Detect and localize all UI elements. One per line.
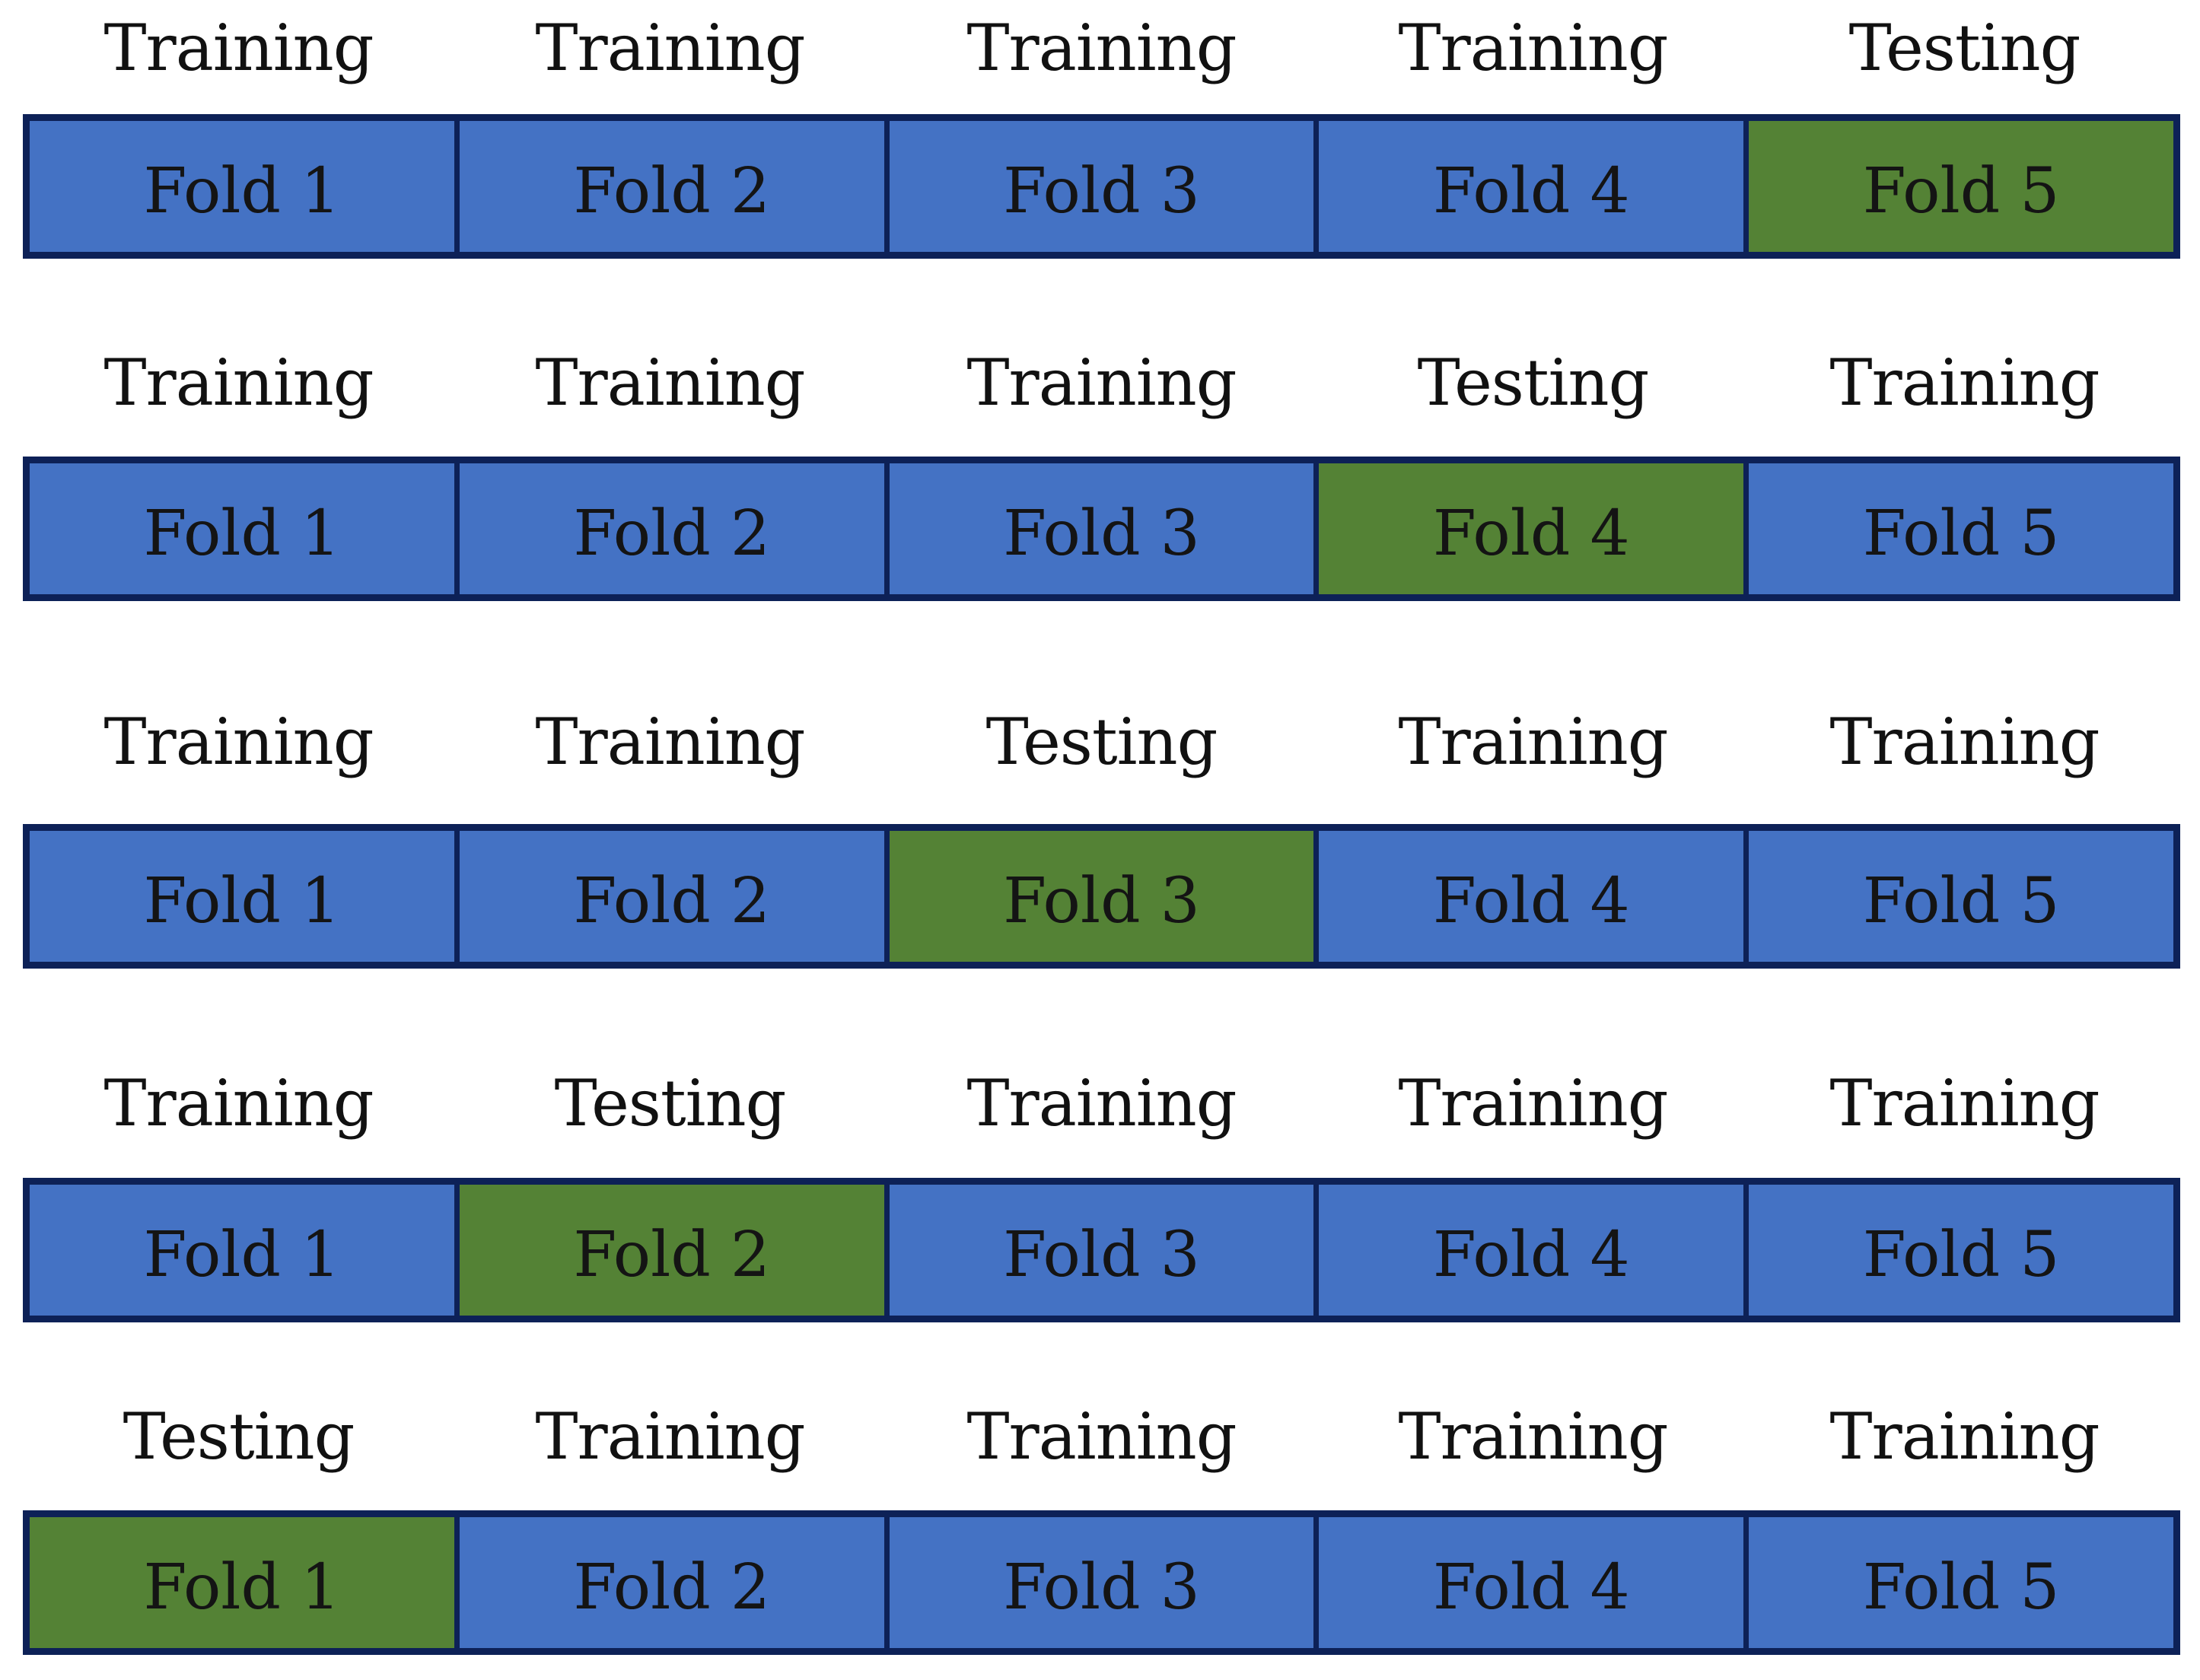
row-1-fold-5: Fold 5 bbox=[1749, 121, 2173, 252]
row-3-label-2: Training bbox=[535, 705, 806, 779]
row-4-fold-4: Fold 4 bbox=[1319, 1185, 1749, 1316]
row-4-label-3: Training bbox=[966, 1066, 1237, 1141]
row-4-fold-bar: Fold 1 Fold 2 Fold 3 Fold 4 Fold 5 bbox=[23, 1178, 2180, 1322]
row-4-labels: Training Testing Training Training Train… bbox=[23, 1061, 2180, 1145]
row-5-label-2: Training bbox=[535, 1399, 806, 1474]
row-2-fold-1: Fold 1 bbox=[30, 463, 460, 594]
row-2-fold-5: Fold 5 bbox=[1749, 463, 2173, 594]
row-2-fold-4: Fold 4 bbox=[1319, 463, 1749, 594]
row-3-labels: Training Training Testing Training Train… bbox=[23, 700, 2180, 784]
row-5-labels: Testing Training Training Training Train… bbox=[23, 1395, 2180, 1478]
row-4-label-2: Testing bbox=[554, 1066, 787, 1141]
row-1-fold-bar: Fold 1 Fold 2 Fold 3 Fold 4 Fold 5 bbox=[23, 114, 2180, 259]
row-4-label-5: Training bbox=[1829, 1066, 2100, 1141]
row-2-label-3: Training bbox=[966, 345, 1237, 420]
row-2-fold-2: Fold 2 bbox=[459, 463, 890, 594]
row-1-label-2: Training bbox=[535, 11, 806, 85]
row-4-fold-1: Fold 1 bbox=[30, 1185, 460, 1316]
row-2-fold-bar: Fold 1 Fold 2 Fold 3 Fold 4 Fold 5 bbox=[23, 457, 2180, 601]
row-2-label-2: Training bbox=[535, 345, 806, 420]
row-3-fold-1: Fold 1 bbox=[30, 831, 460, 962]
row-1-label-5: Testing bbox=[1848, 11, 2081, 85]
row-1-label-1: Training bbox=[103, 11, 374, 85]
row-3-fold-2: Fold 2 bbox=[459, 831, 890, 962]
row-5-label-4: Training bbox=[1398, 1399, 1669, 1474]
row-1-labels: Training Training Training Training Test… bbox=[23, 6, 2180, 90]
row-2-fold-3: Fold 3 bbox=[889, 463, 1320, 594]
row-5-fold-4: Fold 4 bbox=[1319, 1517, 1749, 1648]
row-1-fold-4: Fold 4 bbox=[1319, 121, 1749, 252]
row-1-label-3: Training bbox=[966, 11, 1237, 85]
row-1-fold-1: Fold 1 bbox=[30, 121, 460, 252]
row-4-label-1: Training bbox=[103, 1066, 374, 1141]
row-2-labels: Training Training Training Testing Train… bbox=[23, 341, 2180, 425]
row-4-fold-5: Fold 5 bbox=[1749, 1185, 2173, 1316]
row-1-fold-3: Fold 3 bbox=[889, 121, 1320, 252]
row-3-fold-bar: Fold 1 Fold 2 Fold 3 Fold 4 Fold 5 bbox=[23, 824, 2180, 969]
row-3-label-5: Training bbox=[1829, 705, 2100, 779]
row-1-fold-2: Fold 2 bbox=[459, 121, 890, 252]
row-5-fold-1: Fold 1 bbox=[30, 1517, 460, 1648]
row-5-fold-3: Fold 3 bbox=[889, 1517, 1320, 1648]
row-3-label-3: Testing bbox=[985, 705, 1218, 779]
row-1-label-4: Training bbox=[1398, 11, 1669, 85]
row-3-label-1: Training bbox=[103, 705, 374, 779]
row-5-label-5: Training bbox=[1829, 1399, 2100, 1474]
row-5-label-1: Testing bbox=[123, 1399, 355, 1474]
row-2-label-4: Testing bbox=[1417, 345, 1650, 420]
row-3-fold-4: Fold 4 bbox=[1319, 831, 1749, 962]
row-3-fold-5: Fold 5 bbox=[1749, 831, 2173, 962]
row-4-fold-2: Fold 2 bbox=[459, 1185, 890, 1316]
row-3-fold-3: Fold 3 bbox=[889, 831, 1320, 962]
row-5-fold-bar: Fold 1 Fold 2 Fold 3 Fold 4 Fold 5 bbox=[23, 1510, 2180, 1655]
row-5-label-3: Training bbox=[966, 1399, 1237, 1474]
row-4-label-4: Training bbox=[1398, 1066, 1669, 1141]
row-5-fold-5: Fold 5 bbox=[1749, 1517, 2173, 1648]
row-3-label-4: Training bbox=[1398, 705, 1669, 779]
row-5-fold-2: Fold 2 bbox=[459, 1517, 890, 1648]
row-2-label-1: Training bbox=[103, 345, 374, 420]
row-4-fold-3: Fold 3 bbox=[889, 1185, 1320, 1316]
row-2-label-5: Training bbox=[1829, 345, 2100, 420]
